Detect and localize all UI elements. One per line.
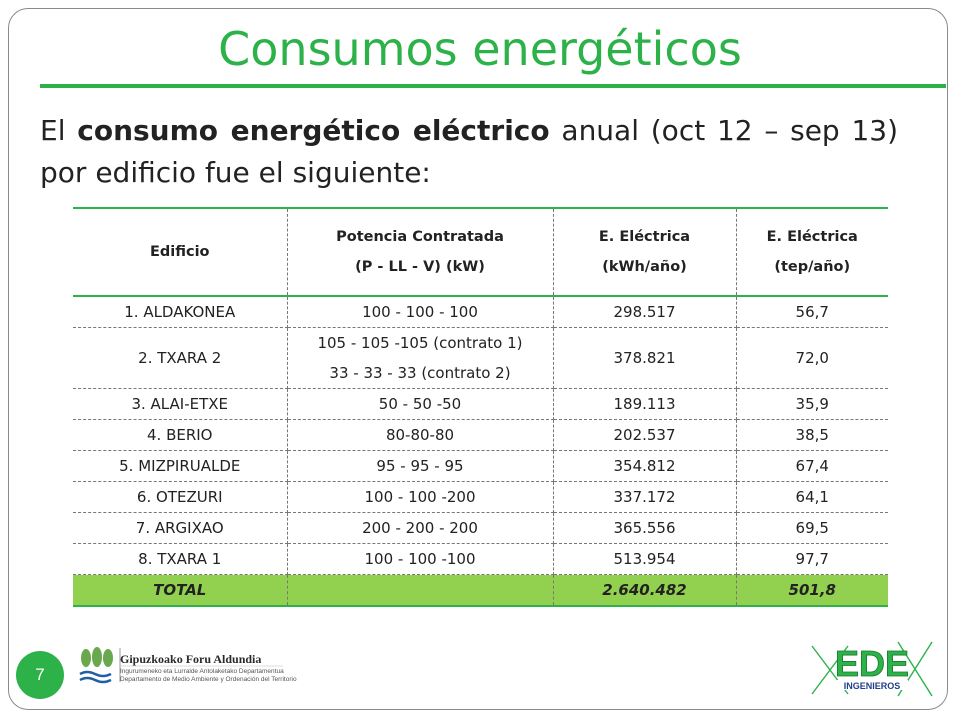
header-kwh: E. Eléctrica (kWh/año) [552,207,737,297]
table-row: 3. ALAI-ETXE 50 - 50 -50 189.113 35,9 [73,388,888,420]
cell-edificio: 5. MIZPIRUALDE [73,450,288,482]
cell-potencia: 80-80-80 [286,419,554,451]
cell-edificio: 1. ALDAKONEA [73,295,288,328]
cell-kwh: 337.172 [552,481,737,513]
cell-tep: 35,9 [735,388,888,420]
gipuzkoa-logo-icon [79,647,283,684]
intro-bold: consumo energético eléctrico [77,114,550,147]
table-row: 4. BERIO 80-80-80 202.537 38,5 [73,419,888,451]
cell-potencia: 100 - 100 -200 [286,481,554,513]
total-tep: 501,8 [735,574,888,607]
cell-edificio: 7. ARGIXAO [73,512,288,544]
gfa-subtitle-eu: Ingurumeneko eta Lurralde Antolaketako D… [120,668,284,675]
table-row: 6. OTEZURI 100 - 100 -200 337.172 64,1 [73,481,888,513]
intro-paragraph: El consumo energético eléctrico anual (o… [40,110,898,194]
cell-kwh: 298.517 [552,295,737,328]
total-label: TOTAL [73,574,288,607]
cell-kwh: 189.113 [552,388,737,420]
cell-kwh: 202.537 [552,419,737,451]
cell-potencia: 95 - 95 - 95 [286,450,554,482]
cell-tep: 69,5 [735,512,888,544]
cell-tep: 97,7 [735,543,888,575]
table-row: 2. TXARA 2 105 - 105 -105 (contrato 1) 33… [73,327,888,389]
cell-potencia: 200 - 200 - 200 [286,512,554,544]
svg-text:INGENIEROS: INGENIEROS [844,681,901,691]
cell-kwh: 378.821 [552,327,737,389]
cell-tep: 56,7 [735,295,888,328]
table-row: 8. TXARA 1 100 - 100 -100 513.954 97,7 [73,543,888,575]
header-edificio: Edificio [73,207,288,297]
table-row: 7. ARGIXAO 200 - 200 - 200 365.556 69,5 [73,512,888,544]
slide-title: Consumos energéticos [218,22,742,76]
cell-potencia: 50 - 50 -50 [286,388,554,420]
cell-potencia: 100 - 100 - 100 [286,295,554,328]
intro-tail: anual (oct 12 – sep 13) por edificio fue… [40,114,899,189]
table-row: 5. MIZPIRUALDE 95 - 95 - 95 354.812 67,4 [73,450,888,482]
cell-edificio: 4. BERIO [73,419,288,451]
cell-potencia: 100 - 100 -100 [286,543,554,575]
cell-kwh: 365.556 [552,512,737,544]
cell-tep: 38,5 [735,419,888,451]
consumption-table: Edificio Potencia Contratada (P - LL - V)… [73,207,888,607]
table-header-row: Edificio Potencia Contratada (P - LL - V)… [73,207,888,297]
cell-tep: 67,4 [735,450,888,482]
total-potencia [286,574,554,607]
svg-text:EDE: EDE [835,643,909,684]
header-potencia: Potencia Contratada (P - LL - V) (kW) [286,207,554,297]
header-tep: E. Eléctrica (tep/año) [735,207,888,297]
cell-tep: 64,1 [735,481,888,513]
cell-tep: 72,0 [735,327,888,389]
cell-kwh: 513.954 [552,543,737,575]
cell-edificio: 3. ALAI-ETXE [73,388,288,420]
title-rule [40,84,946,88]
gfa-subtitle-es: Departamento de Medio Ambiente y Ordenac… [120,676,297,683]
intro-lead: El [40,114,78,147]
table-row: 1. ALDAKONEA 100 - 100 - 100 298.517 56,… [73,295,888,328]
slide-frame [8,8,948,710]
cell-edificio: 8. TXARA 1 [73,543,288,575]
gfa-title: Gipuzkoako Foru Aldundia [120,652,262,666]
cell-potencia: 105 - 105 -105 (contrato 1) 33 - 33 - 33 … [286,327,554,389]
cell-edificio: 2. TXARA 2 [73,327,288,389]
total-row: TOTAL 2.640.482 501,8 [73,574,888,607]
total-kwh: 2.640.482 [552,574,737,607]
ede-ingenieros-logo-icon: EDE INGENIEROS [811,641,933,697]
cell-kwh: 354.812 [552,450,737,482]
page-number-badge: 7 [16,651,64,699]
cell-edificio: 6. OTEZURI [73,481,288,513]
